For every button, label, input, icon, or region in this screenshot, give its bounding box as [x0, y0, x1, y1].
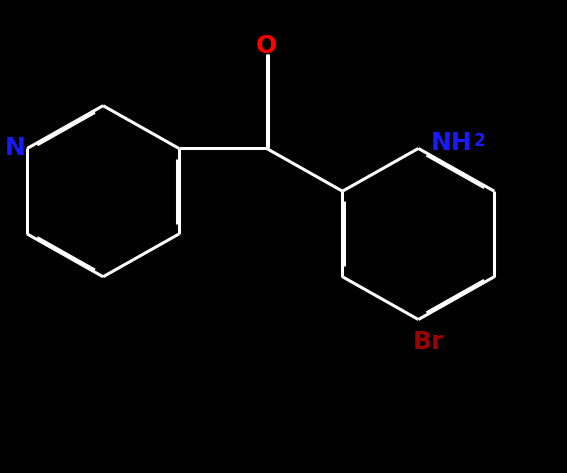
Text: 2: 2: [474, 132, 486, 150]
Text: NH: NH: [431, 131, 472, 156]
Text: Br: Br: [413, 330, 445, 354]
Text: N: N: [5, 136, 26, 160]
Text: O: O: [256, 35, 277, 58]
